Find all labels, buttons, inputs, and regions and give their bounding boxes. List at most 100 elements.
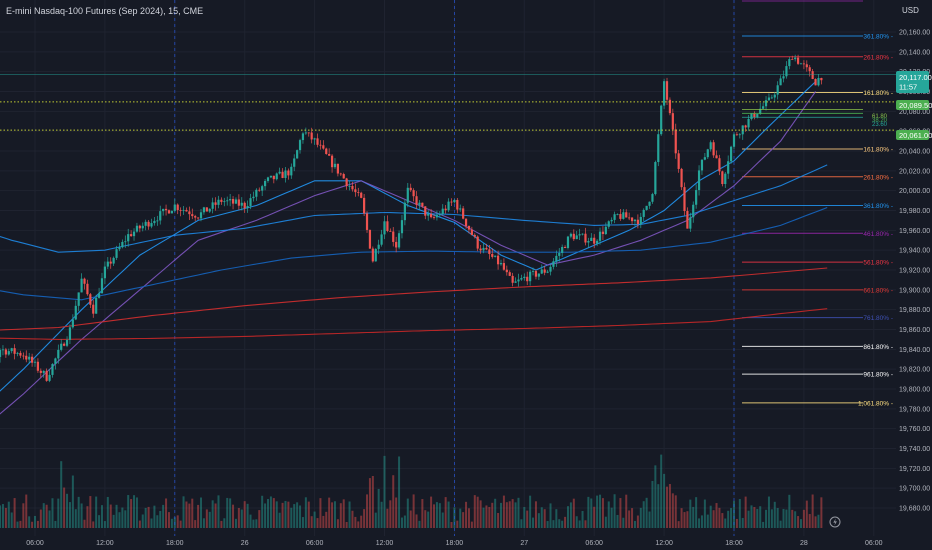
volume-bar [115, 504, 118, 528]
candle-body [220, 199, 223, 202]
volume-bar [494, 498, 497, 528]
volume-bar [616, 514, 619, 528]
volume-bar [398, 456, 401, 528]
candle-body [668, 99, 672, 114]
candle-body [57, 349, 60, 359]
volume-bar [671, 493, 674, 528]
candle-body [820, 78, 823, 81]
price-tick-label: 19,680.00 [899, 506, 930, 513]
candle-body [86, 283, 89, 295]
volume-bar [581, 510, 584, 528]
time-tick-label: 18:00 [446, 540, 464, 547]
candle-body [663, 81, 666, 106]
candle-body [520, 278, 523, 280]
candle-body [205, 207, 208, 212]
candle-body [724, 173, 727, 185]
price-badges: 20,117.00 11:57 20,089.50 20,061.00 61.8… [872, 71, 932, 140]
candle-body [246, 205, 249, 209]
volume-bar [724, 518, 727, 528]
candle-body [630, 217, 634, 222]
volume-bar [744, 496, 747, 528]
volume-bar [400, 517, 403, 528]
candle-body [293, 158, 296, 167]
volume-bar [261, 495, 264, 528]
candle-body [170, 210, 173, 214]
candle-body [162, 208, 165, 212]
volume-bar [162, 504, 165, 528]
candle-body [63, 343, 66, 346]
volume-bar [762, 521, 765, 528]
candle-body [374, 248, 377, 262]
currency-label[interactable]: USD [902, 6, 919, 15]
volume-bar [179, 520, 182, 528]
volume-bar [517, 497, 520, 528]
candle-body [549, 266, 552, 272]
volume-bar [121, 507, 124, 528]
volume-bar [63, 487, 66, 528]
volume-bar [348, 501, 351, 528]
volume-bar [83, 519, 86, 528]
volume-bar [290, 507, 293, 528]
volume-bar [514, 502, 517, 528]
volume-bar [287, 501, 290, 528]
volume-bar [316, 518, 319, 528]
candle-body [1, 349, 5, 351]
volume-bar [243, 501, 246, 528]
alert-icon[interactable] [829, 516, 841, 528]
candle-body [173, 204, 176, 211]
candle-body [811, 71, 814, 79]
volume-bar [447, 501, 450, 528]
volume-bar [520, 519, 523, 528]
candle-body [132, 231, 136, 237]
volume-bar [51, 498, 54, 528]
candle-body [703, 157, 706, 160]
candle-body [628, 217, 631, 219]
volume-bar [797, 516, 800, 528]
volume-bar [48, 510, 51, 528]
volume-bar [741, 517, 744, 528]
volume-bar [182, 496, 185, 528]
volume-bar [36, 520, 39, 528]
candle-body [677, 153, 680, 169]
candle-body [345, 178, 348, 187]
volume-bar [485, 505, 488, 528]
candle-body [28, 356, 31, 360]
candle-body [231, 199, 235, 204]
volume-bar [549, 503, 552, 528]
volume-bar [753, 507, 756, 528]
candle-body [735, 134, 739, 136]
candle-body [808, 67, 811, 72]
candle-body [39, 370, 42, 373]
volume-bar [604, 516, 607, 528]
volume-bar [441, 512, 444, 528]
volume-bar [191, 498, 194, 528]
candle-body [100, 278, 104, 294]
volume-bar [197, 504, 200, 528]
symbol-title: E-mini Nasdaq-100 Futures (Sep 2024), 15… [6, 6, 204, 16]
price-tick-label: 19,920.00 [899, 268, 930, 275]
volume-bar [718, 507, 721, 528]
candle-body [199, 212, 203, 219]
volume-bar [799, 519, 802, 528]
volume-bar [497, 513, 500, 528]
candle-body [150, 223, 153, 227]
candle-body [322, 145, 325, 149]
volume-bar [814, 516, 817, 528]
candle-body [60, 343, 63, 350]
candle-body [601, 231, 605, 235]
volume-bar [220, 520, 223, 528]
volume-bar [808, 514, 811, 528]
candle-body [4, 349, 7, 355]
volume-bar [683, 512, 686, 528]
volume-bar [488, 507, 491, 528]
time-axis-panel[interactable] [0, 536, 932, 550]
time-tick-label: 12:00 [655, 540, 673, 547]
price-tick-label: 20,160.00 [899, 30, 930, 37]
volume-bar [127, 495, 130, 528]
volume-bar [100, 505, 103, 528]
candle-body [74, 305, 77, 320]
fib-level-label: 461.80% - [863, 231, 893, 238]
volume-histogram [0, 454, 823, 528]
volume-bar [677, 521, 680, 528]
